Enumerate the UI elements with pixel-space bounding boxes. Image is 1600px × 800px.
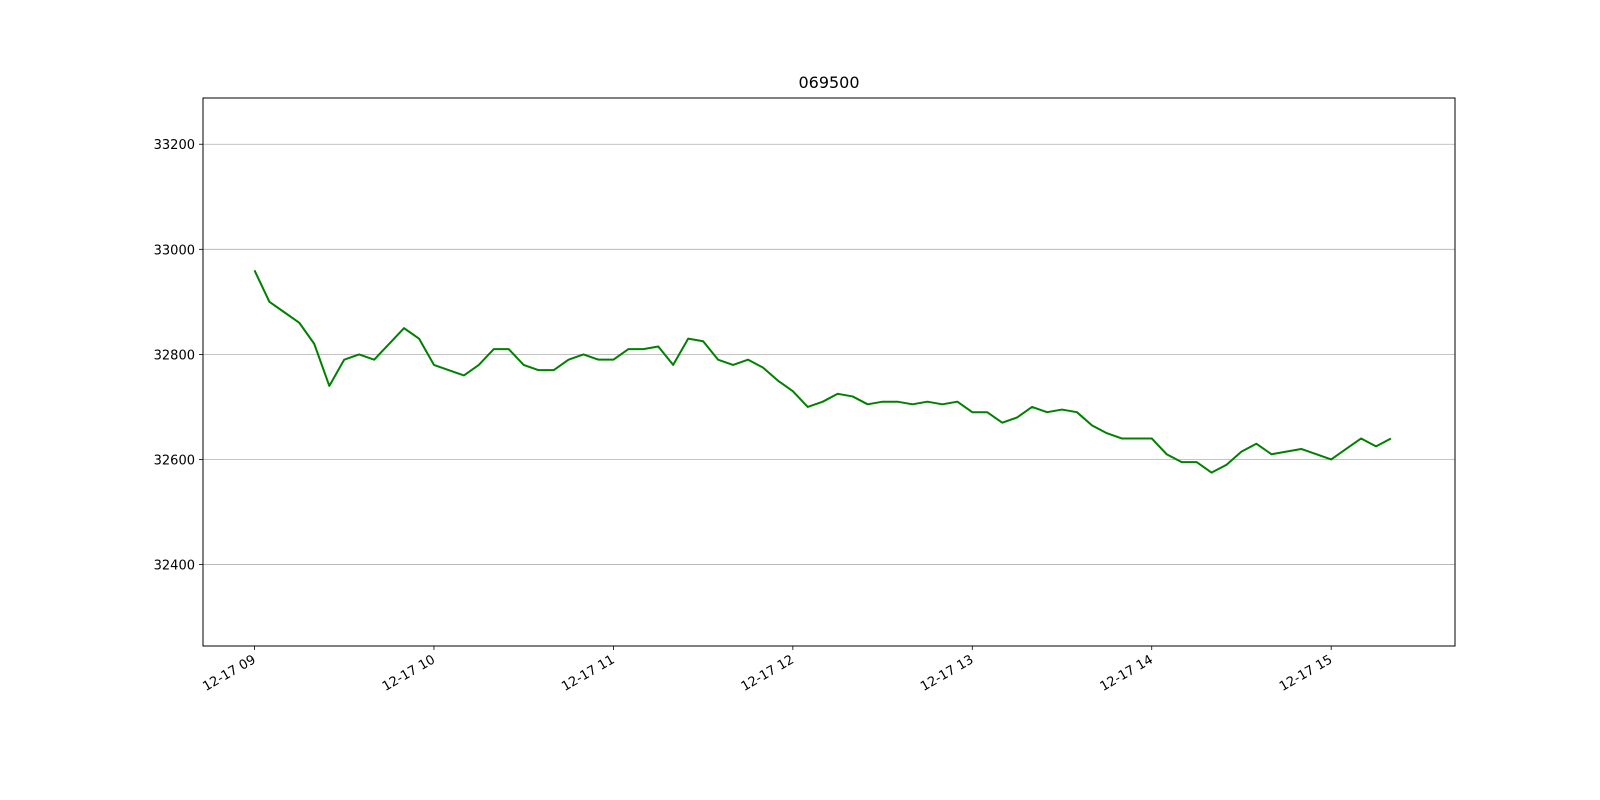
x-tick-label: 12-17 09 — [200, 652, 258, 694]
y-tick-label: 32400 — [154, 559, 195, 574]
y-tick-label: 32800 — [154, 348, 195, 363]
axes-frame — [202, 97, 1456, 647]
x-tick-label: 12-17 12 — [739, 652, 797, 694]
price-line — [253, 269, 1392, 474]
x-tick-label: 12-17 11 — [559, 652, 617, 694]
x-tick-label: 12-17 14 — [1098, 652, 1156, 694]
x-tick-label: 12-17 13 — [918, 652, 976, 694]
y-tick-label: 33000 — [154, 243, 195, 258]
chart-title: 069500 — [798, 73, 859, 92]
x-tick-label: 12-17 10 — [380, 652, 438, 694]
y-tick-label: 32600 — [154, 453, 195, 468]
x-tick-label: 12-17 15 — [1277, 652, 1335, 694]
y-tick-label: 33200 — [154, 138, 195, 153]
